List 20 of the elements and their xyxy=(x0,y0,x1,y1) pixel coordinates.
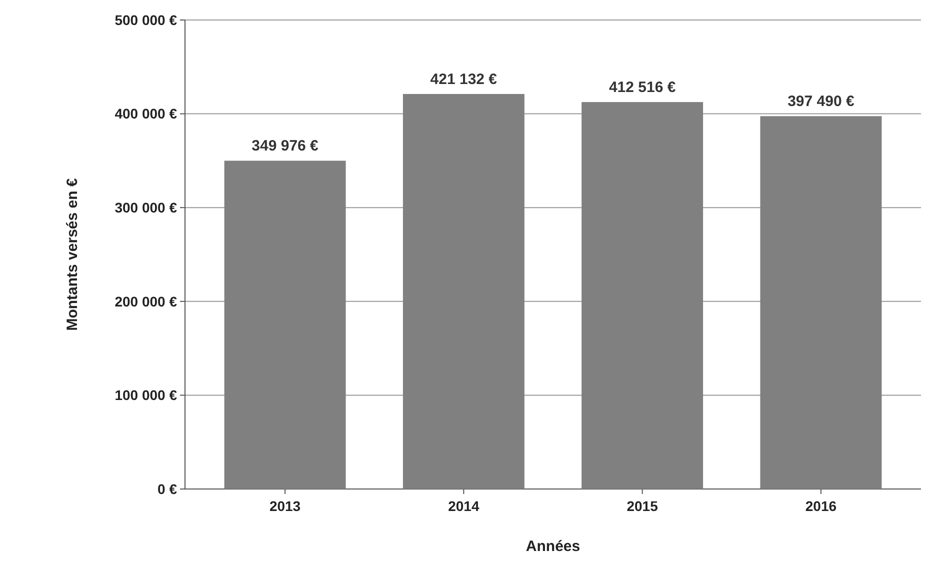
data-label: 421 132 € xyxy=(430,70,498,88)
y-tick-label: 300 000 € xyxy=(114,200,178,216)
y-axis-title: Montants versés en € xyxy=(64,178,81,331)
x-tick-label: 2014 xyxy=(448,498,480,514)
y-tick-label: 400 000 € xyxy=(114,106,178,122)
bar xyxy=(224,160,346,489)
y-tick-label: 0 € xyxy=(158,480,178,497)
x-tick-label: 2015 xyxy=(626,498,658,514)
data-label: 412 516 € xyxy=(608,79,676,96)
bar xyxy=(760,116,882,489)
y-tick-label: 500 000 € xyxy=(114,12,178,28)
y-tick-label: 200 000 € xyxy=(114,293,178,310)
x-axis-title: Années xyxy=(526,538,580,555)
y-tick-label: 100 000 € xyxy=(114,387,178,404)
data-label: 349 976 € xyxy=(252,138,320,155)
data-label: 397 490 € xyxy=(788,93,855,110)
x-tick-label: 2013 xyxy=(269,498,301,514)
bar xyxy=(582,102,704,489)
bar xyxy=(402,94,524,489)
x-tick-label: 2016 xyxy=(805,498,837,514)
